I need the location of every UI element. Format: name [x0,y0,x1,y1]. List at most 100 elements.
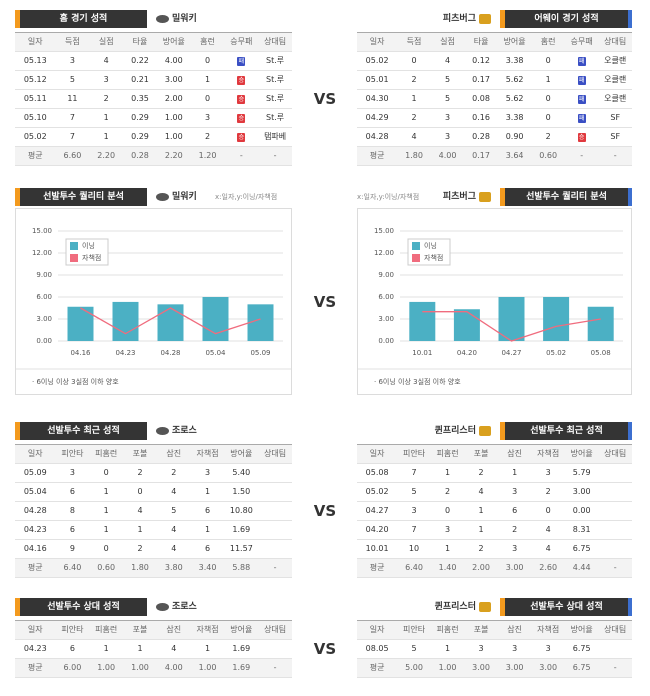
table-row: 05.04 6 1 0 4 1 1.50 [15,483,292,502]
result-badge: 패 [577,95,586,104]
table-cell: 1.00 [438,663,457,672]
table-cell: 5.40 [232,468,251,477]
table-cell: 0 [545,94,551,103]
table-cell: 3 [545,468,551,477]
table-cell: 1 [103,487,109,496]
table-cell: - [273,663,277,672]
table-cell [598,502,632,520]
table-cell [258,640,292,658]
table-cell: 승 [224,71,258,89]
table-row: 05.02 5 2 4 3 2 3.00 [357,483,632,502]
team-label: 퀸프리스터 [435,422,494,440]
table-cell: 4 [411,132,417,141]
table-cell: 05.01 [365,75,389,84]
table-row: 평균 6.00 1.00 1.00 4.00 1.00 1.69 - [15,659,292,678]
table-cell: 1 [478,506,484,515]
table-cell: 타율 [473,37,489,46]
table-cell: 1.20 [198,151,217,160]
table-cell: 4 [545,544,551,553]
axis-note: x:일자,y:이닝/자책점 [215,193,278,201]
table-cell: 2 [512,525,518,534]
table-cell: 피안타 [402,625,426,634]
table-cell: 0 [205,94,211,103]
table-cell: 포볼 [132,449,148,458]
stats-table: 일자 피안타 피홈런 포볼 삼진 자책점 방어율 상대팀 04.23 6 1 1 4 1 1.69 평균 6.0… [15,620,292,678]
bar [202,297,229,341]
table-cell: 6.75 [572,663,591,672]
y-tick-label: 9.00 [378,271,394,279]
section-tab: 선발투수 퀄리티 분석 [15,188,147,206]
table-cell: 2 [103,94,109,103]
table-cell: 5 [411,487,417,496]
table-cell: 6.40 [63,563,82,572]
table-cell: 포볼 [132,625,148,634]
table-cell: 득점 [406,37,422,46]
table-cell: 평균 [369,663,385,672]
table-cell: 0.60 [539,151,558,160]
table-cell: 6 [69,487,75,496]
legend-swatch [412,254,420,262]
team-logo [156,14,169,23]
vs-label: VS [313,292,337,311]
table-cell: 탬파베 [264,132,287,141]
table-cell: 1 [478,525,484,534]
table-row: 일자 득점 실점 타율 방어율 홈런 승무패 상대팀 [357,33,632,52]
table-cell: 1 [205,487,211,496]
table-cell: 자책점 [196,449,219,458]
table-row: 평균 1.80 4.00 0.17 3.64 0.60 - - [357,147,632,166]
table-cell: 피홈런 [95,625,118,634]
table-cell: 2 [478,544,484,553]
table-cell: 4 [171,487,177,496]
x-tick-label: 04.27 [501,349,521,357]
table-cell: 타율 [132,37,148,46]
table-cell: 8 [69,506,75,515]
table-cell: 0.00 [572,506,591,515]
table-cell: 4 [445,56,451,65]
table-cell: St.루 [266,56,285,65]
table-cell: 자책점 [537,449,560,458]
table-cell: 1 [445,644,451,653]
table-cell: St.루 [266,75,285,84]
table-cell: 1 [205,525,211,534]
table-cell: 0 [545,506,551,515]
x-tick-label: 04.23 [115,349,135,357]
table-cell: 4.00 [438,151,457,160]
table-cell: 7 [69,132,75,141]
bar [67,306,94,341]
result-badge: 승 [237,133,246,142]
table-cell: 2.00 [164,94,183,103]
legend-label: 자책점 [424,253,443,262]
table-cell: 1.00 [97,663,116,672]
table-cell: 3 [69,468,75,477]
table-cell: 1 [512,468,518,477]
table-cell: 3.00 [472,663,490,672]
section-tab: 선발투수 상대 성적 [15,598,147,616]
result-badge: 패 [577,76,586,85]
y-tick-label: 15.00 [374,227,394,235]
table-cell: 피안타 [61,449,84,458]
team-logo [156,192,169,201]
stats-table: 일자 피안타 피홈런 포볼 삼진 자책점 방어율 상대팀 05.09 3 0 2 2 3 5.40 05.04… [15,444,292,578]
table-cell: 승 [565,128,599,146]
table-cell: 상대팀 [604,449,627,458]
table-cell: 오클랜 [604,75,627,84]
table-cell: 일자 [369,625,385,634]
table-cell: 2 [137,544,143,553]
bar [453,309,480,341]
table-cell: 3.40 [198,563,217,572]
table-cell: 2.20 [164,151,183,160]
table-cell: 포볼 [473,449,489,458]
table-cell: 0.60 [97,563,116,572]
table-cell: 1.40 [438,563,457,572]
table-cell: 0 [205,56,211,65]
table-row: 04.20 7 3 1 2 4 8.31 [357,521,632,540]
table-cell: 04.20 [365,525,389,534]
table-cell: 05.09 [23,468,47,477]
team-name: 조로스 [172,426,197,436]
line-series [422,311,601,342]
table-cell: 0.12 [472,56,490,65]
table-cell [258,502,292,520]
y-tick-label: 6.00 [378,293,394,301]
chart-note: · 6이닝 이상 3실점 이하 양호 [374,377,461,386]
table-cell: 삼진 [507,625,522,634]
